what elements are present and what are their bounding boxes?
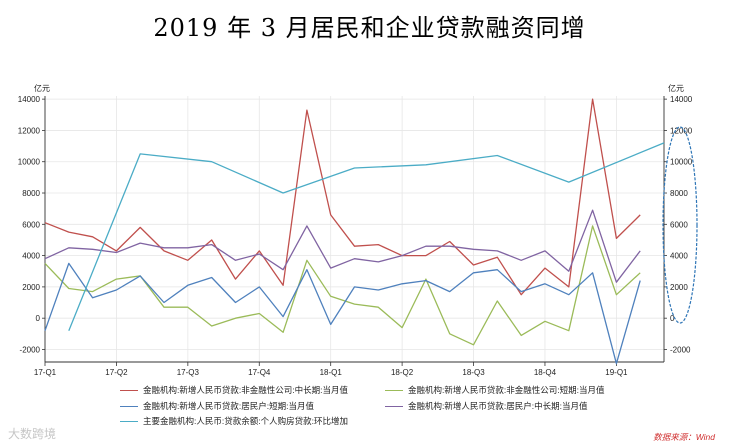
series-line-1 bbox=[44, 98, 641, 296]
y-tick-label-left: 10000 bbox=[18, 158, 41, 167]
y-tick-label-right: -2000 bbox=[670, 345, 691, 354]
legend-item-3: 金融机构:新增人民币贷款:居民户:短期:当月值 bbox=[120, 400, 314, 412]
chart-title: 2019 年 3 月居民和企业贷款融资同增 bbox=[153, 14, 586, 42]
x-tick-label: 18-Q1 bbox=[320, 368, 343, 377]
y-tick-label-left: 14000 bbox=[18, 95, 41, 104]
legend-label: 主要金融机构:人民币:贷款余额:个人购房贷款:环比增加 bbox=[143, 416, 348, 426]
y-tick-label-left: 4000 bbox=[22, 252, 40, 261]
legend-swatch bbox=[120, 406, 138, 408]
legend-label: 金融机构:新增人民币贷款:非金融性公司:短期:当月值 bbox=[408, 385, 605, 395]
legend-swatch bbox=[385, 390, 403, 392]
source-note: 数据来源：Wind bbox=[653, 432, 715, 442]
y-tick-label-left: 6000 bbox=[22, 220, 40, 229]
legend-item-1: 金融机构:新增人民币贷款:非金融性公司:中长期:当月值 bbox=[120, 384, 348, 396]
y-tick-label-right: 14000 bbox=[670, 95, 693, 104]
x-tick-label: 18-Q2 bbox=[391, 368, 414, 377]
series-line-3 bbox=[44, 262, 641, 365]
legend-item-2: 金融机构:新增人民币贷款:非金融性公司:短期:当月值 bbox=[385, 384, 604, 396]
y-tick-label-left: 8000 bbox=[22, 189, 40, 198]
y-tick-label-right: 6000 bbox=[670, 220, 688, 229]
series-lines bbox=[44, 98, 665, 365]
x-tick-label: 18-Q4 bbox=[534, 368, 557, 377]
y-tick-label-left: 0 bbox=[36, 314, 41, 323]
watermark: 大数跨境 bbox=[8, 427, 57, 441]
legend-item-4: 金融机构:新增人民币贷款:居民户:中长期:当月值 bbox=[385, 400, 587, 412]
legend-swatch bbox=[120, 390, 138, 392]
x-tick-label: 17-Q1 bbox=[34, 368, 57, 377]
series-line-4 bbox=[44, 209, 641, 283]
legend-label: 金融机构:新增人民币贷款:非金融性公司:中长期:当月值 bbox=[143, 385, 348, 395]
legend-item-5: 主要金融机构:人民币:贷款余额:个人购房贷款:环比增加 bbox=[120, 415, 348, 427]
y-tick-label-right: 2000 bbox=[670, 283, 688, 292]
y-tick-label-left: -2000 bbox=[20, 345, 41, 354]
series-line-5 bbox=[68, 142, 665, 331]
highlight-ellipse bbox=[662, 126, 698, 324]
legend-swatch bbox=[120, 421, 138, 423]
y-tick-label-right: 12000 bbox=[670, 126, 693, 135]
y-unit-left: 亿元 bbox=[34, 83, 50, 93]
y-unit-right: 亿元 bbox=[668, 83, 684, 93]
x-tick-label: 17-Q4 bbox=[248, 368, 271, 377]
y-tick-label-right: 0 bbox=[670, 314, 675, 323]
axes bbox=[42, 96, 667, 366]
x-tick-label: 18-Q3 bbox=[462, 368, 485, 377]
y-tick-label-left: 12000 bbox=[18, 126, 41, 135]
legend-label: 金融机构:新增人民币贷款:居民户:短期:当月值 bbox=[143, 401, 314, 411]
tick-labels: -2000 -2000 0 0 2000 2000 4000 4000 6000 6000 8000… bbox=[18, 83, 693, 377]
series-line-2 bbox=[44, 225, 641, 346]
y-tick-label-right: 8000 bbox=[670, 189, 688, 198]
x-tick-label: 17-Q2 bbox=[105, 368, 128, 377]
y-tick-label-left: 2000 bbox=[22, 283, 40, 292]
legend-swatch bbox=[385, 406, 403, 408]
legend-label: 金融机构:新增人民币贷款:居民户:中长期:当月值 bbox=[408, 401, 588, 411]
y-tick-label-right: 10000 bbox=[670, 158, 693, 167]
x-tick-label: 19-Q1 bbox=[605, 368, 628, 377]
y-tick-label-right: 4000 bbox=[670, 252, 688, 261]
x-tick-label: 17-Q3 bbox=[177, 368, 200, 377]
